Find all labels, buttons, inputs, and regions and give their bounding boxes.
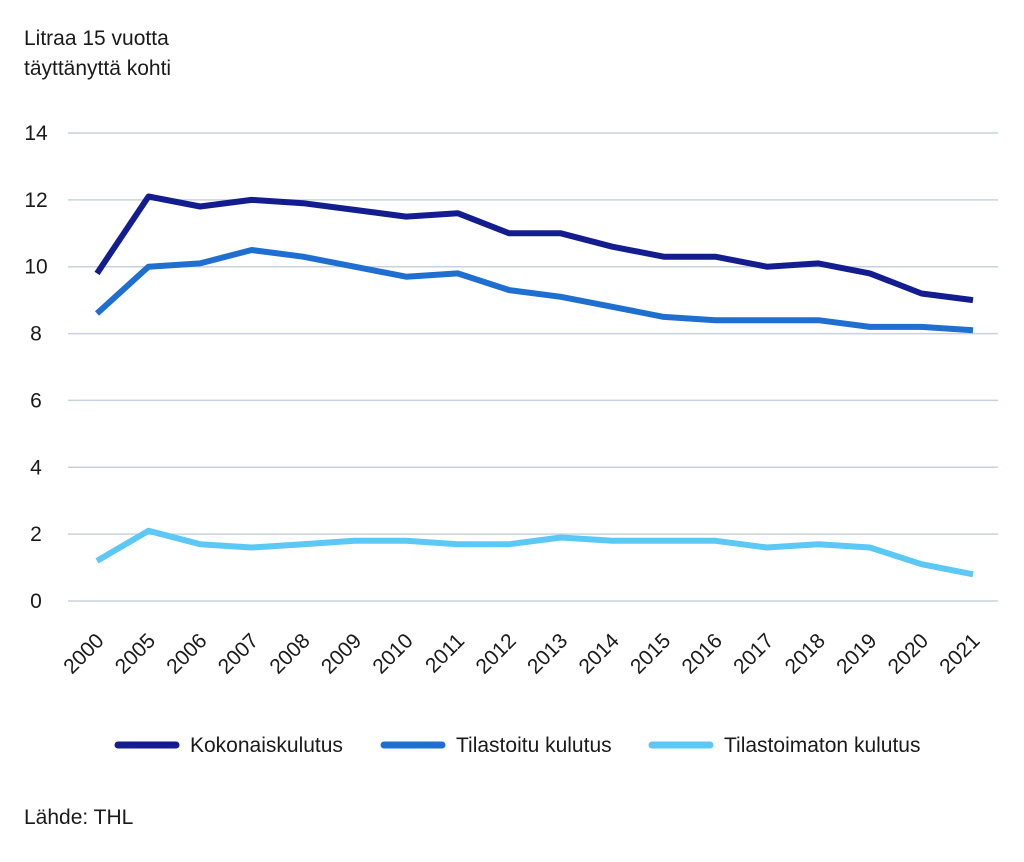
x-tick-label-2006: 2006 [162,629,211,678]
y-tick-label-2: 2 [30,523,42,546]
legend-label-3: Tilastoimaton kulutus [724,734,920,757]
series-line-3 [95,527,974,578]
x-tick-label-2013: 2013 [523,629,572,678]
x-tick-label-2020: 2020 [884,629,933,678]
x-tick-label-2015: 2015 [626,629,675,678]
x-tick-label-2010: 2010 [368,629,417,678]
y-tick-label-6: 6 [30,389,42,412]
x-tick-label-2000: 2000 [59,629,108,678]
x-tick-label-2011: 2011 [421,629,469,677]
x-tick-label-2014: 2014 [575,629,625,679]
x-tick-label-2018: 2018 [781,629,830,678]
x-tick-label-2012: 2012 [471,629,520,678]
x-tick-label-2017: 2017 [729,629,778,678]
series-line-1 [94,193,974,304]
y-tick-label-10: 10 [24,256,47,279]
source-note: Lähde: THL [24,806,134,829]
x-tick-label-2007: 2007 [214,629,263,678]
y-tick-label-4: 4 [30,456,42,479]
x-tick-label-2008: 2008 [265,629,314,678]
series-line-2 [94,247,974,334]
y-tick-label-14: 14 [24,122,48,145]
x-tick-label-2021: 2021 [935,629,984,678]
x-tick-label-2019: 2019 [832,629,881,678]
y-axis-title-line-2: täyttänyttä kohti [24,57,172,80]
legend-label-1: Kokonaiskulutus [190,734,343,757]
y-axis-title-line-1: Litraa 15 vuotta [24,27,169,50]
legend-label-2: Tilastoitu kulutus [456,734,612,757]
y-tick-label-8: 8 [30,323,42,346]
y-axis-title: Litraa 15 vuotta täyttänyttä kohti [24,24,171,84]
x-tick-label-2009: 2009 [317,629,366,678]
y-tick-label-0: 0 [30,590,42,613]
y-tick-label-12: 12 [24,189,47,212]
x-tick-label-2005: 2005 [111,629,160,678]
x-tick-label-2016: 2016 [678,629,727,678]
